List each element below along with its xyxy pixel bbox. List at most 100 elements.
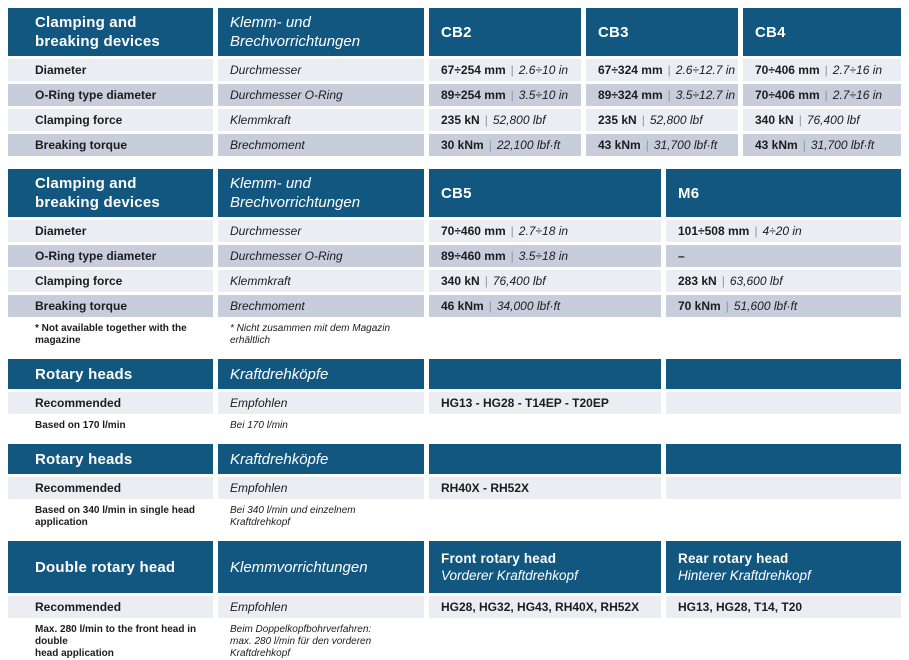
recommended-models-empty (666, 392, 901, 414)
metric-value: 70÷406 mm (755, 88, 820, 102)
footnote-en: * Not available together with the magazi… (35, 323, 187, 346)
value-cell: 283 kN | 63,600 lbf (666, 270, 901, 292)
value-cell: 89÷254 mm | 3.5÷10 in (429, 84, 581, 106)
row-label-en: Breaking torque (8, 295, 213, 317)
value-separator: | (510, 249, 514, 263)
value-cell: 235 kN | 52,800 lbf (429, 109, 581, 131)
table-title-en: Rotary heads (8, 359, 213, 389)
value-cell: 30 kNm | 22,100 lbf·ft (429, 134, 581, 156)
metric-value: 101÷508 mm (678, 224, 750, 238)
metric-value: 43 kNm (755, 138, 798, 152)
row-label-de: Durchmesser (218, 59, 424, 81)
column-title-de: Hinterer Kraftdrehkopf (678, 568, 811, 583)
table-title-de: Klemmvorrichtungen (218, 541, 424, 593)
value-cell: 70÷460 mm | 2.7÷18 in (429, 220, 661, 242)
title-text-en: Clamping and breaking devices (35, 14, 160, 50)
imperial-value: 52,800 lbf (649, 113, 703, 127)
metric-value: 67÷324 mm (598, 63, 663, 77)
row-label-de: Klemmkraft (218, 109, 424, 131)
metric-value: – (678, 249, 685, 263)
imperial-value: 4÷20 in (762, 224, 802, 238)
table-rotary-heads-170: Rotary heads Kraftdrehköpfe Recommended … (8, 359, 901, 432)
value-separator: | (510, 88, 514, 102)
value-cell: 101÷508 mm | 4÷20 in (666, 220, 901, 242)
table-title-de: Kraftdrehköpfe (218, 444, 424, 474)
metric-value: 340 kN (755, 113, 794, 127)
column-header-cb2: CB2 (429, 8, 581, 56)
table-title-de: Klemm- und Brechvorrichtungen (218, 8, 424, 56)
value-cell: 70 kNm | 51,600 lbf·ft (666, 295, 901, 317)
value-separator: | (824, 63, 828, 77)
value-separator: | (802, 138, 806, 152)
metric-value: 235 kN (441, 113, 480, 127)
title-text-de: Kraftdrehköpfe (230, 365, 329, 383)
metric-value: 89÷460 mm (441, 249, 506, 263)
imperial-value: 2.7÷16 in (832, 88, 883, 102)
value-cell: 89÷324 mm | 3.5÷12.7 in (586, 84, 738, 106)
footnote-de: Bei 170 l/min (230, 420, 288, 431)
row-label-en: O-Ring type diameter (8, 245, 213, 267)
row-label-en: Clamping force (8, 109, 213, 131)
imperial-value: 31,700 lbf·ft (810, 138, 875, 152)
table-clamping-cb5-m6: Clamping and breaking devices Klemm- und… (8, 169, 901, 347)
value-separator: | (824, 88, 828, 102)
recommended-models-rear: HG13, HG28, T14, T20 (666, 596, 901, 618)
row-label-de: Durchmesser O-Ring (218, 245, 424, 267)
row-label-de: Durchmesser O-Ring (218, 84, 424, 106)
row-label-de: Klemmkraft (218, 270, 424, 292)
imperial-value: 2.6÷12.7 in (675, 63, 736, 77)
row-label-en: Breaking torque (8, 134, 213, 156)
column-title-en: Rear rotary head (678, 551, 789, 566)
value-cell: 43 kNm | 31,700 lbf·ft (743, 134, 901, 156)
table-clamping-cb2-cb4: Clamping and breaking devices Klemm- und… (8, 8, 901, 156)
footnote-de: * Nicht zusammen mit dem Magazin erhältl… (230, 323, 391, 346)
imperial-value: 51,600 lbf·ft (733, 299, 798, 313)
metric-value: 89÷254 mm (441, 88, 506, 102)
value-cell: – (666, 245, 901, 267)
title-text-en: Rotary heads (35, 450, 133, 468)
imperial-value: 31,700 lbf·ft (653, 138, 718, 152)
row-label-de: Empfohlen (218, 477, 424, 499)
value-separator: | (645, 138, 649, 152)
row-label-en: Recommended (8, 477, 213, 499)
imperial-value: 2.7÷18 in (518, 224, 569, 238)
column-header-m6: M6 (666, 169, 901, 217)
value-cell: 43 kNm | 31,700 lbf·ft (586, 134, 738, 156)
title-text-en: Rotary heads (35, 365, 133, 383)
column-header-front-rotary-head: Front rotary head Vorderer Kraftdrehkopf (429, 541, 661, 593)
recommended-models: HG13 - HG28 - T14EP - T20EP (429, 392, 661, 414)
column-title-en: Front rotary head (441, 551, 557, 566)
row-label-en: Diameter (8, 59, 213, 81)
imperial-value: 3.5÷18 in (518, 249, 569, 263)
row-label-de: Brechmoment (218, 295, 424, 317)
title-text-de: Klemm- und Brechvorrichtungen (230, 14, 361, 50)
metric-value: 43 kNm (598, 138, 641, 152)
footnote-en: Based on 340 l/min in single head applic… (35, 505, 196, 528)
value-cell: 340 kN | 76,400 lbf (743, 109, 901, 131)
row-label-de: Empfohlen (218, 596, 424, 618)
title-text-de: Klemmvorrichtungen (230, 558, 368, 576)
value-separator: | (510, 224, 514, 238)
value-cell: 46 kNm | 34,000 lbf·ft (429, 295, 661, 317)
value-separator: | (667, 88, 671, 102)
metric-value: 340 kN (441, 274, 480, 288)
column-header-rear-rotary-head: Rear rotary head Hinterer Kraftdrehkopf (666, 541, 901, 593)
table-title-de: Kraftdrehköpfe (218, 359, 424, 389)
imperial-value: 2.7÷16 in (832, 63, 883, 77)
table-double-rotary-head: Double rotary head Klemmvorrichtungen Fr… (8, 541, 901, 660)
recommended-models: RH40X - RH52X (429, 477, 661, 499)
table-title-en: Rotary heads (8, 444, 213, 474)
metric-value: 283 kN (678, 274, 717, 288)
metric-value: 70÷460 mm (441, 224, 506, 238)
row-label-de: Empfohlen (218, 392, 424, 414)
empty-header-cell (666, 444, 901, 474)
value-separator: | (510, 63, 514, 77)
row-label-de: Durchmesser (218, 220, 424, 242)
metric-value: 89÷324 mm (598, 88, 663, 102)
value-separator: | (667, 63, 671, 77)
imperial-value: 22,100 lbf·ft (496, 138, 561, 152)
value-separator: | (641, 113, 645, 127)
column-header-cb4: CB4 (743, 8, 901, 56)
value-separator: | (488, 138, 492, 152)
footnote-en: Max. 280 l/min to the front head in doub… (35, 624, 197, 659)
